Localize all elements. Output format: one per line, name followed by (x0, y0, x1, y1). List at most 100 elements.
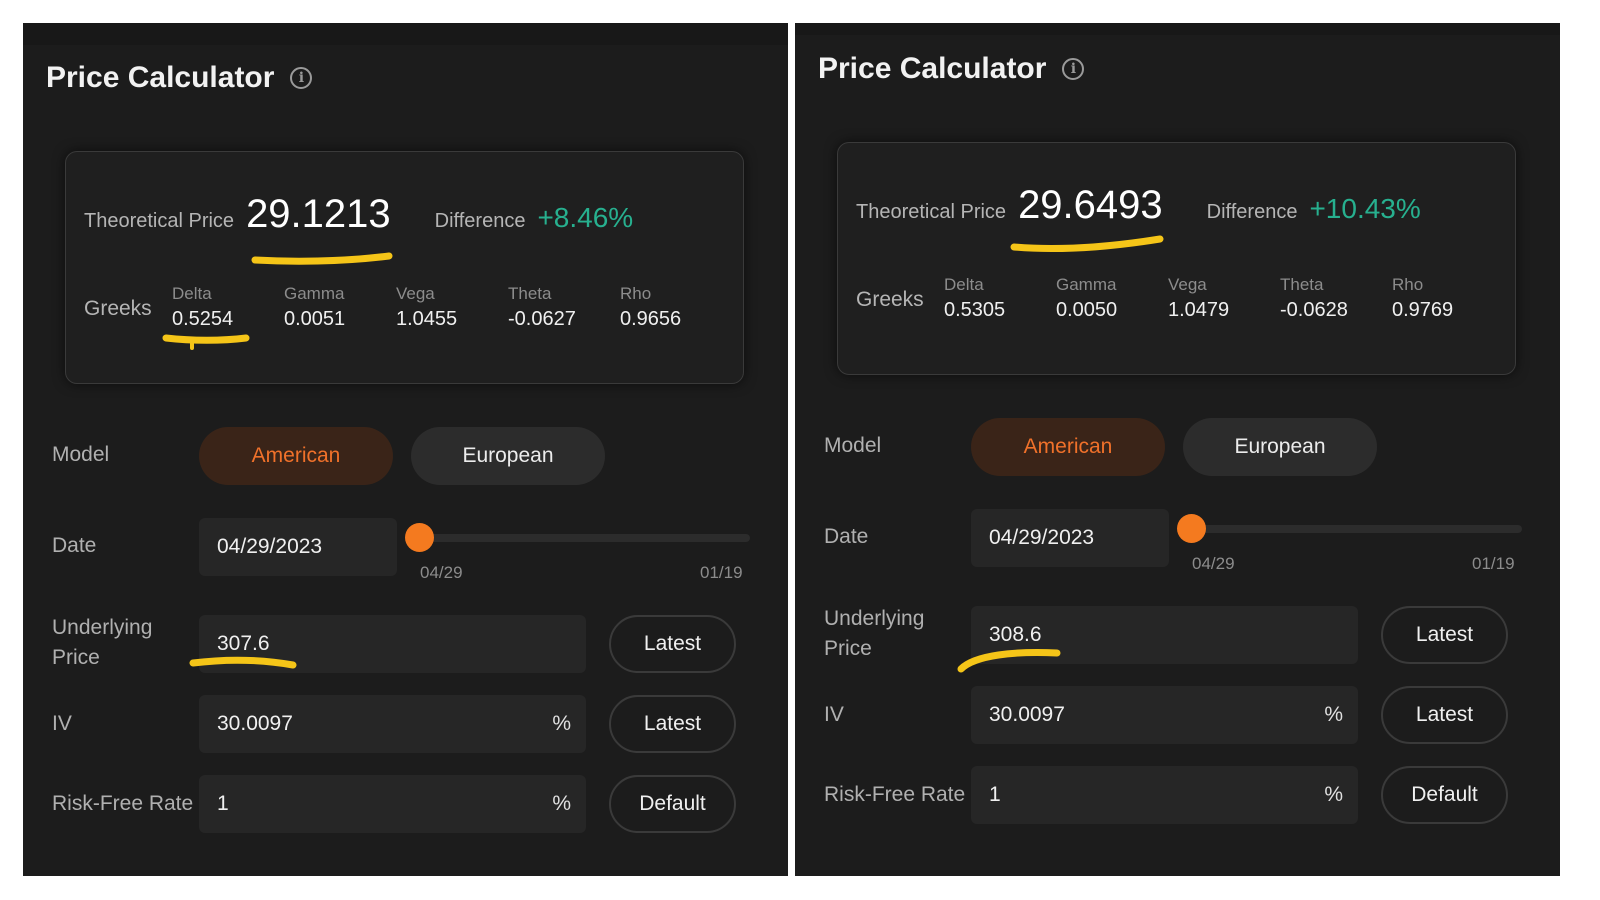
price-calculator-panel-right: Price Calculator i Theoretical Price 29.… (795, 23, 1560, 876)
model-american-button[interactable]: American (199, 427, 393, 485)
info-icon[interactable]: i (290, 67, 313, 89)
underlying-price-value: 307.6 (217, 632, 270, 655)
risk-free-rate-value: 1 (989, 783, 1001, 806)
results-card: Theoretical Price 29.6493 Difference +10… (837, 142, 1516, 375)
greeks-list: Delta 0.5254 Gamma 0.0051 Vega 1.0455 Th… (172, 284, 732, 331)
greek-gamma: Gamma 0.0050 (1056, 275, 1168, 322)
date-slider-thumb[interactable] (1177, 514, 1206, 543)
risk-free-rate-input[interactable]: 1 % (199, 775, 586, 833)
model-american-button[interactable]: American (971, 418, 1165, 476)
greek-vega: Vega 1.0455 (396, 284, 508, 331)
greek-value: 1.0479 (1168, 299, 1230, 321)
date-label: Date (52, 534, 97, 557)
price-calculator-panel-left: Price Calculator i Theoretical Price 29.… (23, 23, 788, 876)
underlying-label-line2: Price (52, 646, 100, 669)
date-slider-track[interactable] (1192, 525, 1522, 533)
panel-header: Price Calculator i (46, 61, 313, 95)
greek-delta: Delta 0.5305 (944, 275, 1056, 322)
rfr-percent-suffix: % (1324, 783, 1343, 806)
theoretical-price-row: Theoretical Price 29.1213 Difference +8.… (84, 192, 633, 237)
greek-rho: Rho 0.9769 (1392, 275, 1504, 322)
greek-name: Rho (620, 284, 652, 303)
risk-free-rate-label: Risk-Free Rate (52, 792, 194, 815)
iv-percent-suffix: % (552, 712, 571, 735)
highlight-mark-price (251, 252, 393, 265)
iv-latest-button[interactable]: Latest (1381, 686, 1508, 744)
greek-value: 0.9769 (1392, 299, 1454, 321)
underlying-label-line2: Price (824, 637, 872, 660)
iv-percent-suffix: % (1324, 703, 1343, 726)
panel-top-bar (23, 23, 788, 45)
model-label: Model (52, 443, 110, 466)
iv-latest-button[interactable]: Latest (609, 695, 736, 753)
highlight-mark-price (1010, 235, 1164, 253)
date-slider-thumb[interactable] (405, 523, 434, 552)
greeks-label: Greeks (84, 297, 152, 320)
slider-end-label: 01/19 (1472, 554, 1515, 573)
iv-value: 30.0097 (989, 703, 1065, 726)
theoretical-price-value: 29.1213 (246, 192, 391, 236)
greek-value: -0.0628 (1280, 299, 1348, 321)
theoretical-price-row: Theoretical Price 29.6493 Difference +10… (856, 183, 1421, 228)
iv-input[interactable]: 30.0097 % (971, 686, 1358, 744)
difference-value: +8.46% (537, 202, 634, 233)
slider-start-label: 04/29 (1192, 554, 1235, 573)
difference-label: Difference (1206, 201, 1298, 223)
model-european-button[interactable]: European (411, 427, 605, 485)
panel-top-bar (795, 23, 1560, 35)
risk-free-rate-default-button[interactable]: Default (1381, 766, 1508, 824)
iv-label: IV (52, 712, 72, 735)
date-value: 04/29/2023 (989, 526, 1095, 549)
underlying-price-value: 308.6 (989, 623, 1042, 646)
model-european-button[interactable]: European (1183, 418, 1377, 476)
underlying-price-label: Underlying Price (52, 613, 152, 673)
underlying-latest-button[interactable]: Latest (1381, 606, 1508, 664)
greek-value: 0.0051 (284, 308, 346, 330)
iv-value: 30.0097 (217, 712, 293, 735)
risk-free-rate-input[interactable]: 1 % (971, 766, 1358, 824)
panel-title: Price Calculator (818, 52, 1047, 85)
panel-header: Price Calculator i (818, 52, 1085, 86)
risk-free-rate-value: 1 (217, 792, 229, 815)
greek-value: 1.0455 (396, 308, 458, 330)
greek-value: 0.9656 (620, 308, 682, 330)
greek-value: 0.5254 (172, 308, 234, 330)
greek-value: -0.0627 (508, 308, 576, 330)
underlying-label-line1: Underlying (824, 607, 925, 630)
difference-label: Difference (434, 210, 526, 232)
panel-title: Price Calculator (46, 61, 275, 94)
info-icon[interactable]: i (1062, 58, 1085, 80)
greeks-label: Greeks (856, 288, 924, 311)
greek-name: Theta (508, 284, 552, 303)
greek-name: Vega (1168, 275, 1207, 294)
iv-input[interactable]: 30.0097 % (199, 695, 586, 753)
date-input[interactable]: 04/29/2023 (971, 509, 1169, 567)
theoretical-price-value: 29.6493 (1018, 183, 1163, 227)
highlight-mark-underlying (189, 656, 297, 669)
greek-name: Gamma (1056, 275, 1117, 294)
rfr-percent-suffix: % (552, 792, 571, 815)
model-label: Model (824, 434, 882, 457)
greek-name: Vega (396, 284, 435, 303)
greek-rho: Rho 0.9656 (620, 284, 732, 331)
results-card: Theoretical Price 29.1213 Difference +8.… (65, 151, 744, 384)
highlight-mark-delta (162, 334, 250, 350)
date-input[interactable]: 04/29/2023 (199, 518, 397, 576)
risk-free-rate-default-button[interactable]: Default (609, 775, 736, 833)
underlying-label-line1: Underlying (52, 616, 153, 639)
greek-name: Delta (172, 284, 212, 303)
slider-end-label: 01/19 (700, 563, 743, 582)
underlying-latest-button[interactable]: Latest (609, 615, 736, 673)
greek-theta: Theta -0.0628 (1280, 275, 1392, 322)
risk-free-rate-label: Risk-Free Rate (824, 783, 966, 806)
greek-value: 0.5305 (944, 299, 1006, 321)
date-slider-track[interactable] (420, 534, 750, 542)
greek-value: 0.0050 (1056, 299, 1118, 321)
underlying-price-label: Underlying Price (824, 604, 924, 664)
date-value: 04/29/2023 (217, 535, 323, 558)
greek-theta: Theta -0.0627 (508, 284, 620, 331)
difference-value: +10.43% (1309, 193, 1421, 224)
greek-name: Theta (1280, 275, 1324, 294)
greek-delta: Delta 0.5254 (172, 284, 284, 331)
theoretical-price-label: Theoretical Price (856, 201, 1007, 223)
